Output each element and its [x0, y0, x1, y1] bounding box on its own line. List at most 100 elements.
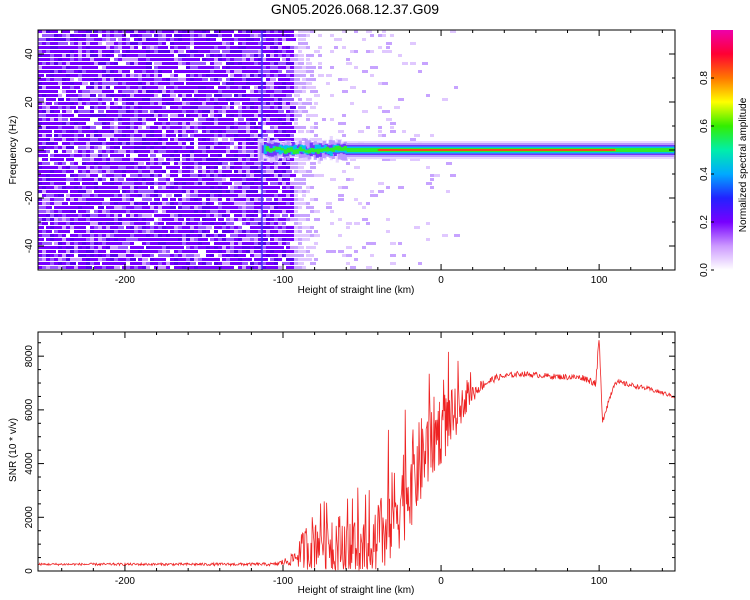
spectrogram-cell [86, 138, 90, 141]
spectrogram-cell [90, 126, 96, 129]
spectrogram-cell [190, 206, 196, 209]
spectrogram-cell [174, 106, 178, 109]
spectrogram-cell [46, 134, 52, 137]
spectrogram-cell [66, 246, 72, 249]
spectrogram-cell [254, 242, 258, 245]
spectrogram-cell [246, 118, 252, 121]
spectrogram-cell [218, 222, 224, 225]
spectrogram-cell [154, 90, 160, 93]
spectrogram-cell [106, 118, 112, 121]
spectrogram-cell [238, 186, 244, 189]
spectrogram-cell [290, 102, 294, 105]
spectrogram-cell [162, 138, 168, 141]
spectrogram-cell [198, 134, 202, 137]
spectrogram-cell [302, 174, 308, 177]
spectrogram-cell [254, 218, 258, 221]
spectrogram-cell [226, 266, 232, 269]
spectrogram-cell [134, 178, 138, 181]
spectrogram-cell [146, 206, 150, 209]
spectrogram-cell [114, 42, 120, 45]
spectrogram-cell [106, 146, 112, 149]
spectrogram-cell [46, 102, 52, 105]
snr-y-label: SNR (10 * v/v) [8, 418, 19, 482]
spectrogram-cell [246, 122, 250, 125]
spectrogram-cell [226, 118, 232, 121]
spectrogram-cell [222, 194, 226, 197]
spectrogram-cell [214, 34, 218, 37]
spectrogram-cell [154, 158, 160, 161]
spectrogram-cell [166, 130, 172, 133]
spectrogram-cell [54, 82, 58, 85]
spectrogram-cell [170, 38, 174, 41]
spectrogram-cell [254, 202, 258, 205]
spectrogram-cell [178, 218, 184, 221]
spectrogram-cell [146, 58, 152, 61]
spectrogram-cell [70, 54, 74, 57]
spectrogram-cell [146, 34, 152, 37]
spectrogram-cell [218, 146, 222, 149]
spectrogram-cell [194, 234, 200, 237]
spectrogram-cell [214, 186, 218, 189]
spectrogram-cell [262, 242, 266, 245]
spectrogram-cell [170, 78, 174, 81]
spectrogram-cell [266, 162, 270, 165]
spectrogram-cell [122, 250, 128, 253]
spectrogram-cell [306, 66, 312, 69]
spectrogram-cell [270, 262, 276, 265]
spectrogram-cell [214, 90, 220, 93]
spectrogram-cell [106, 90, 110, 93]
spectrogram-cell [110, 134, 114, 137]
spectrogram-cell [310, 70, 314, 73]
spectrogram-cell [142, 190, 148, 193]
spectrogram-cell [90, 38, 96, 41]
spectrogram-cell [58, 126, 62, 129]
spectrogram-cell [142, 258, 148, 261]
spectrogram-cell [50, 114, 56, 117]
spectrogram-cell [182, 146, 186, 149]
spectrogram-cell [170, 142, 176, 145]
spectrogram-cell [38, 82, 44, 85]
spectrogram-cell [158, 118, 162, 121]
spectrogram-cell [286, 246, 290, 249]
spectrogram-cell [414, 134, 420, 137]
spectrogram-cell [90, 186, 94, 189]
spectrogram-cell [374, 66, 378, 69]
spectrogram-cell [234, 54, 240, 57]
spectrogram-cell [218, 110, 222, 113]
spectrogram-cell [134, 138, 140, 141]
spectrogram-cell [134, 150, 138, 153]
spectrogram-cell [74, 230, 80, 233]
spectrogram-cell [214, 222, 218, 225]
spectrogram-cell [198, 194, 204, 197]
spectrogram-cell [274, 234, 278, 237]
spectrogram-cell [294, 210, 298, 213]
spectrogram-cell [86, 86, 92, 89]
spectrogram-cell [174, 118, 180, 121]
spectrogram-cell [190, 66, 194, 69]
spectrogram-cell [134, 34, 140, 37]
spectrogram-cell [202, 158, 206, 161]
spectrogram-cell [290, 82, 296, 85]
spectrogram-cell [110, 258, 114, 261]
spectrogram-cell [98, 266, 104, 269]
spectrogram-cell [126, 194, 130, 197]
spectrogram-cell [94, 138, 100, 141]
spectrogram-cell [138, 114, 144, 117]
spectrogram-cell [214, 74, 218, 77]
spectrogram-cell [350, 158, 356, 161]
spectrogram-cell [302, 266, 306, 269]
spectrogram-cell [290, 258, 296, 261]
spectrogram-cell [122, 166, 126, 169]
spectrogram-cell [342, 78, 348, 81]
spectrogram-cell [326, 202, 332, 205]
spectrogram-cell [226, 46, 232, 49]
spectrogram-cell [138, 230, 142, 233]
spectrogram-cell [82, 90, 88, 93]
spectrogram-cell [214, 110, 218, 113]
spectrogram-cell [150, 58, 156, 61]
spectrogram-cell [274, 54, 280, 57]
spectrogram-cell [74, 238, 80, 241]
spectrogram-cell [182, 162, 188, 165]
spectrogram-cell [330, 118, 334, 121]
spectrogram-cell [90, 62, 96, 65]
